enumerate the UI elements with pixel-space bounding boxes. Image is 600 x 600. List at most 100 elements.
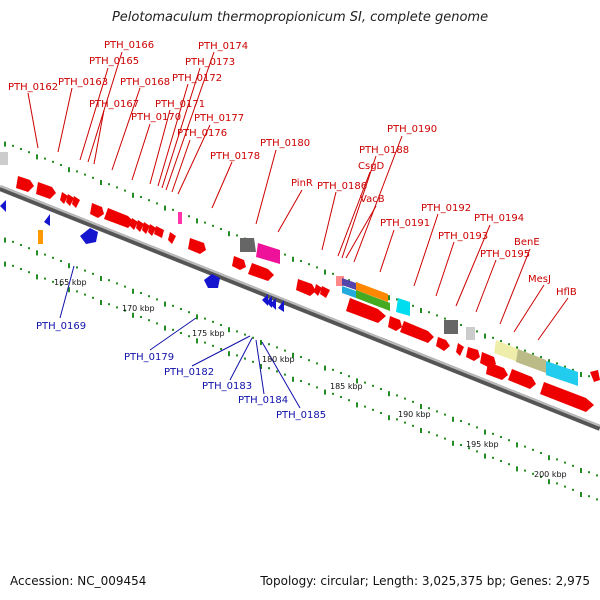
tick-mark bbox=[364, 405, 366, 408]
tick-mark bbox=[500, 460, 502, 462]
gene-label[interactable]: PTH_0180 bbox=[260, 138, 310, 149]
tick-mark bbox=[476, 450, 478, 453]
gene-label[interactable]: PTH_0171 bbox=[155, 99, 205, 110]
tick-mark bbox=[4, 141, 6, 147]
tick-mark bbox=[436, 314, 438, 317]
gene-label[interactable]: PTH_0194 bbox=[474, 213, 524, 224]
tick-mark bbox=[564, 365, 566, 368]
gene-label[interactable]: PTH_0186 bbox=[317, 181, 367, 192]
tick-mark bbox=[124, 285, 126, 288]
gene-label[interactable]: PTH_0166 bbox=[104, 40, 154, 51]
gene-label[interactable]: PTH_0184 bbox=[238, 395, 288, 406]
gene-label[interactable]: VacB bbox=[360, 194, 385, 205]
gene-feature bbox=[546, 361, 578, 386]
tick-mark bbox=[156, 298, 158, 301]
gene-feature bbox=[262, 294, 268, 306]
tick-mark bbox=[412, 424, 414, 427]
tick-mark bbox=[420, 404, 422, 409]
tick-mark bbox=[116, 282, 118, 285]
gene-label[interactable]: PTH_0173 bbox=[185, 57, 235, 68]
gene-label[interactable]: PTH_0190 bbox=[387, 124, 437, 135]
tick-mark bbox=[516, 466, 518, 472]
gene-label[interactable]: PTH_0178 bbox=[210, 151, 260, 162]
label-leader-line bbox=[321, 191, 337, 251]
tick-mark bbox=[588, 375, 590, 378]
gene-label[interactable]: PTH_0162 bbox=[8, 82, 58, 93]
tick-mark bbox=[340, 372, 342, 374]
tick-mark bbox=[468, 423, 470, 426]
tick-mark bbox=[428, 407, 430, 410]
tick-mark bbox=[588, 471, 590, 474]
tick-mark bbox=[164, 325, 166, 331]
tick-mark bbox=[572, 488, 574, 491]
label-leader-line bbox=[255, 339, 265, 395]
gene-label[interactable]: PTH_0191 bbox=[380, 218, 430, 229]
gene-label[interactable]: PTH_0172 bbox=[172, 73, 222, 84]
tick-mark bbox=[116, 306, 118, 309]
tick-mark bbox=[212, 344, 214, 347]
gene-feature bbox=[444, 320, 458, 334]
reverse-features bbox=[0, 200, 284, 312]
gene-label[interactable]: PinR bbox=[291, 178, 313, 189]
tick-mark bbox=[444, 413, 446, 416]
gene-label[interactable]: MesJ bbox=[528, 274, 551, 285]
tick-mark bbox=[196, 338, 198, 344]
gene-label[interactable]: PTH_0169 bbox=[36, 321, 86, 332]
label-leader-line bbox=[353, 135, 403, 263]
scale-label: 195 kbp bbox=[466, 440, 499, 449]
tick-mark bbox=[284, 373, 286, 376]
tick-mark bbox=[20, 148, 22, 150]
gene-label[interactable]: PTH_0167 bbox=[89, 99, 139, 110]
gene-label[interactable]: PTH_0176 bbox=[177, 128, 227, 139]
gene-label[interactable]: PTH_0165 bbox=[89, 56, 139, 67]
tick-mark bbox=[260, 364, 262, 369]
gene-label[interactable]: PTH_0183 bbox=[202, 381, 252, 392]
gene-label[interactable]: PTH_0163 bbox=[58, 77, 108, 88]
label-leader-line bbox=[455, 224, 491, 307]
gene-label[interactable]: PTH_0188 bbox=[359, 145, 409, 156]
tick-mark bbox=[316, 362, 318, 365]
gene-label[interactable]: CsgD bbox=[358, 161, 385, 172]
gene-label[interactable]: PTH_0185 bbox=[276, 410, 326, 421]
tick-mark bbox=[372, 408, 374, 411]
gene-label[interactable]: PTH_0193 bbox=[438, 231, 488, 242]
tick-mark bbox=[196, 314, 198, 320]
gene-feature bbox=[314, 284, 322, 296]
gene-label[interactable]: PTH_0168 bbox=[120, 77, 170, 88]
gene-label[interactable]: PTH_0170 bbox=[131, 112, 181, 123]
tick-mark bbox=[524, 469, 526, 472]
tick-mark bbox=[52, 160, 54, 163]
scale-label: 175 kbp bbox=[192, 329, 225, 338]
gene-label[interactable]: PTH_0195 bbox=[480, 249, 530, 260]
gene-label[interactable]: PTH_0174 bbox=[198, 41, 248, 52]
tick-mark bbox=[308, 383, 310, 386]
tick-mark bbox=[524, 349, 526, 352]
gene-feature bbox=[248, 263, 274, 281]
tick-mark bbox=[52, 256, 54, 259]
tick-mark bbox=[396, 394, 398, 397]
tick-mark bbox=[436, 410, 438, 413]
label-leader-line bbox=[255, 149, 277, 225]
tick-mark bbox=[300, 356, 302, 358]
gene-feature bbox=[0, 152, 8, 165]
gene-label[interactable]: PTH_0177 bbox=[194, 113, 244, 124]
tick-mark bbox=[532, 472, 534, 475]
gene-label[interactable]: HflB bbox=[556, 287, 577, 298]
gene-label[interactable]: PTH_0182 bbox=[164, 367, 214, 378]
tick-mark bbox=[340, 396, 342, 398]
gene-label[interactable]: PTH_0192 bbox=[421, 203, 471, 214]
tick-mark bbox=[300, 380, 302, 382]
tick-mark bbox=[388, 415, 390, 421]
label-leader-line bbox=[59, 265, 75, 319]
tick-mark bbox=[132, 312, 134, 318]
tick-mark bbox=[436, 434, 438, 437]
gene-label[interactable]: PTH_0179 bbox=[124, 352, 174, 363]
tick-mark bbox=[332, 392, 334, 395]
scale-label: 200 kbp bbox=[534, 470, 567, 479]
tick-mark bbox=[588, 495, 590, 498]
tick-mark bbox=[252, 360, 254, 363]
gene-label[interactable]: BenE bbox=[514, 237, 540, 248]
tick-mark bbox=[500, 436, 502, 438]
gene-feature bbox=[320, 286, 330, 298]
